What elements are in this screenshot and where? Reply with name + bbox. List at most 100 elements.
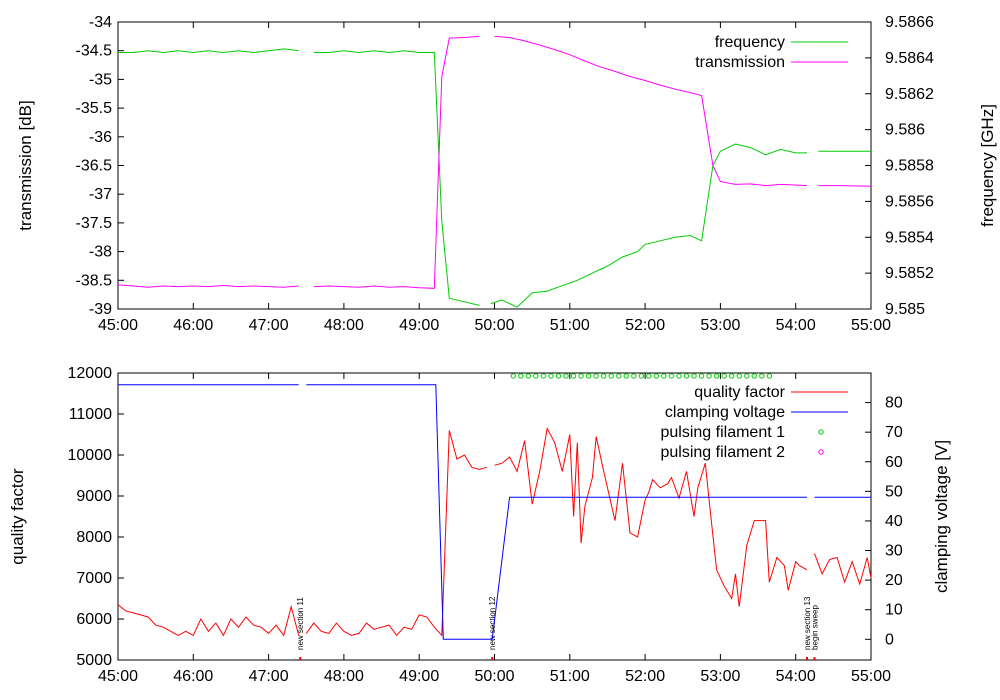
legend-label: quality factor: [694, 384, 785, 401]
data-point: [510, 373, 517, 379]
x-tick-label: 52:00: [625, 317, 665, 334]
y2-tick-label: 9.5856: [885, 193, 934, 210]
y-tick-label: -38: [89, 244, 112, 261]
x-tick-label: 50:00: [474, 668, 514, 685]
series-1: [117, 35, 872, 289]
y-tick-label: -36: [89, 129, 112, 146]
legend-label: pulsing filament 1: [660, 424, 785, 441]
annotation-label: new section 12: [488, 596, 497, 650]
y-tick-label: -37: [89, 186, 112, 203]
y2-tick-label: 80: [885, 395, 903, 412]
x-tick-label: 51:00: [550, 317, 590, 334]
transmission-frequency-chart: 45:00 46:00 47:00 48:00 49:00 50:00 51:00 52:00…: [16, 14, 997, 334]
y-tick-label: -37.5: [76, 215, 113, 232]
legend-label: clamping voltage: [665, 404, 785, 421]
x-tick-label: 54:00: [776, 317, 816, 334]
annotation-label: begin sweep: [811, 605, 820, 650]
series-line: [118, 384, 871, 640]
data-point: [525, 373, 532, 379]
data-point: [661, 373, 667, 379]
y-tick-label: 8000: [76, 529, 112, 546]
data-point: [676, 373, 682, 379]
y-tick-label: 10000: [68, 447, 113, 464]
x-tick-label: 53:00: [700, 668, 740, 685]
x-tick-label: 46:00: [173, 317, 213, 334]
data-point: [600, 373, 607, 379]
data-point: [570, 373, 577, 379]
y2-axis-label: clamping voltage [V]: [932, 440, 951, 593]
y2-tick-label: 9.585: [885, 301, 925, 318]
y-tick-label: 11000: [69, 406, 112, 423]
y2-tick-label: 0: [885, 631, 894, 648]
y-tick-label: -34: [89, 14, 112, 31]
data-point: [578, 373, 584, 379]
y2-tick-label: 50: [885, 483, 903, 500]
y2-tick-label: 60: [885, 454, 903, 471]
x-tick-label: 52:00: [625, 668, 665, 685]
data-point: [593, 373, 599, 379]
y-axis-label: transmission [dB]: [16, 100, 35, 230]
x-tick-label: 49:00: [399, 317, 439, 334]
y-tick-label: 9000: [76, 488, 112, 505]
x-tick-label: 48:00: [324, 317, 364, 334]
series-line: [117, 426, 872, 637]
series-1: [118, 384, 871, 640]
series-line: [117, 35, 872, 289]
data-point: [548, 373, 554, 379]
data-point: [646, 373, 652, 379]
data-point: [616, 373, 622, 379]
y-tick-label: -38.5: [76, 272, 113, 289]
data-point: [518, 373, 524, 379]
y2-tick-label: 40: [885, 513, 903, 530]
legend-label: transmission: [695, 54, 785, 71]
y2-tick-label: 10: [885, 602, 903, 619]
data-point: [691, 373, 697, 379]
y-tick-label: -35.5: [76, 100, 113, 117]
data-point: [698, 373, 705, 379]
data-point: [653, 373, 660, 379]
x-tick-label: 46:00: [173, 668, 213, 685]
x-tick-label: 47:00: [249, 317, 289, 334]
x-tick-label: 55:00: [851, 668, 891, 685]
data-point: [728, 373, 735, 379]
legend-label: frequency: [715, 34, 785, 51]
data-point: [638, 373, 645, 379]
series-2: [510, 373, 773, 379]
y-axis-label: quality factor: [8, 468, 27, 565]
y-tick-label: -35: [89, 71, 112, 88]
legend-marker: [818, 429, 824, 435]
y2-tick-label: 9.5858: [885, 158, 934, 175]
data-point: [533, 373, 539, 379]
data-point: [555, 373, 562, 379]
y2-tick-label: 9.5866: [885, 14, 934, 31]
y2-tick-label: 9.5862: [885, 86, 934, 103]
y2-tick-label: 9.586: [885, 122, 925, 139]
data-point: [623, 373, 629, 379]
data-point: [706, 373, 712, 379]
y2-tick-label: 9.5852: [885, 265, 934, 282]
x-tick-label: 48:00: [324, 668, 364, 685]
x-tick-label: 47:00: [249, 668, 289, 685]
data-point: [540, 373, 547, 379]
x-tick-label: 53:00: [700, 317, 740, 334]
series-0: [118, 48, 871, 308]
data-point: [668, 373, 675, 379]
y2-tick-label: 30: [885, 543, 903, 560]
series-0: [117, 426, 872, 637]
y2-tick-label: 9.5854: [885, 229, 934, 246]
data-point: [563, 373, 569, 379]
data-point: [744, 373, 750, 379]
legend-label: pulsing filament 2: [660, 444, 785, 461]
y2-tick-label: 9.5864: [885, 50, 934, 67]
data-point: [713, 373, 720, 379]
series-line: [118, 48, 871, 308]
x-tick-label: 51:00: [550, 668, 590, 685]
annotation-label: new section 11: [296, 597, 305, 650]
data-point: [751, 373, 757, 379]
x-tick-label: 54:00: [776, 668, 816, 685]
y-tick-label: -34.5: [76, 43, 113, 60]
legend-marker: [818, 449, 824, 455]
y-tick-label: 6000: [76, 611, 112, 628]
data-point: [585, 373, 592, 379]
